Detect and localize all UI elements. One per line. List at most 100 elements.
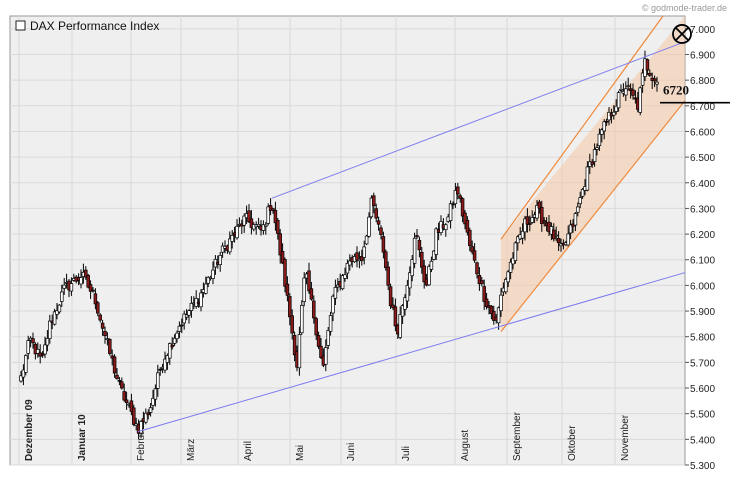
y-tick-label: 5.300 (690, 461, 715, 472)
target-cross-b (674, 26, 690, 42)
candle-body-down (180, 324, 184, 327)
candle-body-up (331, 295, 335, 314)
candle (156, 364, 160, 397)
candle-body-up (328, 315, 333, 332)
candle-body-up (403, 297, 407, 310)
candle-body-up (600, 129, 604, 135)
candle-body-down (170, 344, 174, 348)
candle (220, 242, 225, 258)
candle (520, 223, 525, 245)
candle (576, 202, 580, 217)
candle-body-up (408, 272, 412, 289)
candle-body-down (40, 353, 45, 356)
candle (98, 313, 102, 323)
candle-body-up (19, 375, 23, 382)
candle-body-up (57, 304, 62, 313)
candle (187, 309, 191, 324)
candle-body-down (384, 251, 388, 269)
x-month-label: Januar 10 (77, 414, 88, 461)
candle (316, 331, 321, 350)
candle (180, 318, 184, 334)
candle (393, 298, 398, 332)
candle-body-down (88, 284, 93, 292)
candle-body-up (326, 330, 330, 346)
candle-body-up (297, 334, 302, 369)
y-tick-label: 5.900 (690, 307, 715, 318)
candle-body-up (520, 230, 525, 239)
x-month-label: Juni (346, 443, 357, 461)
candle (273, 201, 278, 231)
candle (285, 276, 290, 302)
candle-body-up (261, 224, 266, 231)
candle-body-down (285, 283, 290, 296)
candle (468, 227, 472, 252)
candle (398, 306, 402, 340)
candle-body-up (530, 217, 534, 223)
plot-area (9, 15, 686, 466)
candle (276, 218, 280, 240)
candle (139, 420, 143, 439)
candle-body-up (21, 369, 26, 378)
trendlines (137, 15, 686, 433)
candle-body-down (393, 306, 398, 327)
candle-body-down (458, 195, 462, 199)
candle-body-up (535, 205, 539, 219)
candle (376, 216, 381, 231)
candle-body-up (626, 85, 630, 88)
candle (151, 389, 155, 411)
candle (444, 222, 448, 237)
candle (247, 204, 251, 223)
candle-body-down (376, 220, 381, 225)
candle-body-down (268, 205, 273, 211)
candle-body-down (355, 252, 359, 261)
candle (112, 354, 117, 378)
candle (477, 267, 482, 291)
candle (391, 297, 395, 310)
candle-body-up (400, 305, 405, 317)
y-tick-label: 6.000 (690, 281, 715, 292)
candle-body-up (48, 320, 52, 340)
candle-body-down (249, 218, 254, 228)
candle (55, 302, 59, 320)
candle (266, 203, 270, 226)
candle-body-up (410, 259, 414, 277)
candle (460, 197, 465, 223)
candle-body-up (429, 260, 434, 270)
candle-body-up (624, 88, 628, 96)
candle-body-up (177, 325, 182, 332)
x-month-label: Oktober (567, 425, 578, 461)
candle-body-up (220, 245, 225, 253)
candle (595, 143, 599, 156)
candle (535, 199, 539, 222)
candle (40, 351, 45, 358)
candle (302, 272, 306, 307)
candle-body-up (508, 261, 513, 273)
candle (297, 326, 302, 376)
candle (496, 306, 501, 330)
candle-body-down (31, 338, 35, 344)
candle (556, 231, 561, 251)
candle-body-down (386, 266, 390, 286)
candle-body-down (542, 220, 546, 223)
candle-body-down (100, 322, 105, 329)
candle-body-up (585, 166, 590, 191)
candle (288, 293, 292, 326)
candle-body-up (513, 242, 518, 261)
candle (475, 261, 479, 279)
legend: DAX Performance Index (15, 19, 159, 33)
candle (566, 225, 570, 248)
candle (482, 279, 486, 310)
candle (115, 368, 119, 380)
candle-body-up (148, 407, 153, 413)
candle (48, 314, 52, 344)
candle-body-down (489, 305, 494, 314)
candle-body-up (60, 291, 64, 302)
candle-body-down (360, 256, 364, 261)
candle-body-down (477, 274, 482, 285)
candle (165, 353, 170, 370)
candle (62, 277, 66, 295)
candle (408, 266, 412, 296)
candle-body-down (271, 208, 275, 211)
candle (144, 408, 148, 425)
